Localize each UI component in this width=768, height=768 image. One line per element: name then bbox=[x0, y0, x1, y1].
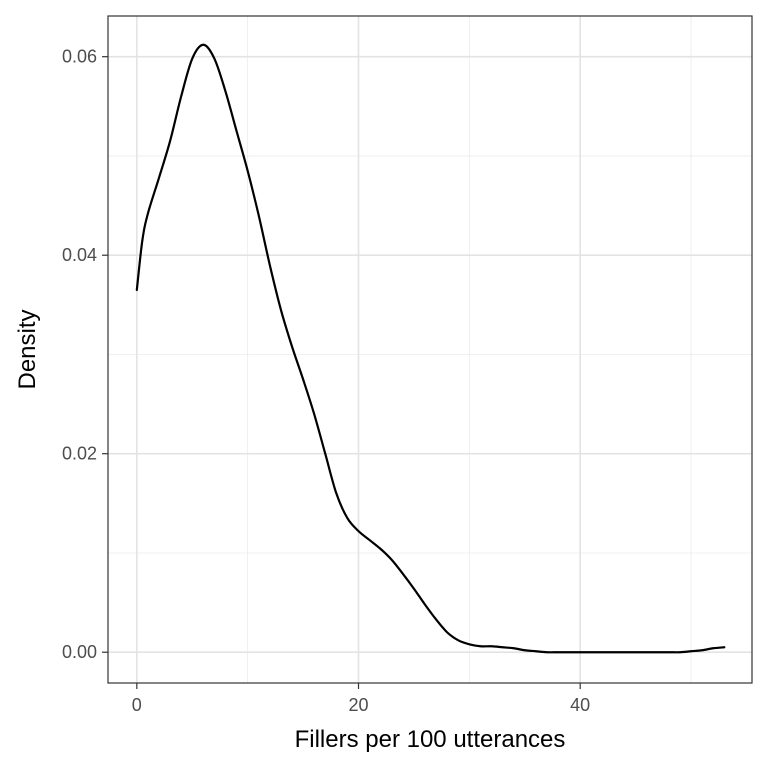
plot-background bbox=[108, 16, 752, 683]
y-tick-label: 0.06 bbox=[62, 47, 97, 67]
x-tick-label: 20 bbox=[348, 695, 368, 715]
y-axis-ticks: 0.00 0.02 0.04 0.06 bbox=[62, 47, 108, 662]
minor-grid bbox=[108, 16, 752, 683]
x-axis-ticks: 0 20 40 bbox=[132, 683, 590, 715]
plot-border bbox=[107, 15, 753, 684]
y-tick-label: 0.02 bbox=[62, 444, 97, 464]
x-axis-title: Fillers per 100 utterances bbox=[295, 726, 566, 753]
x-tick-label: 0 bbox=[132, 695, 142, 715]
y-tick-label: 0.00 bbox=[62, 642, 97, 662]
x-tick-label: 40 bbox=[570, 695, 590, 715]
y-axis-title: Density bbox=[14, 309, 41, 389]
y-tick-label: 0.04 bbox=[62, 245, 97, 265]
density-curve bbox=[135, 43, 726, 654]
